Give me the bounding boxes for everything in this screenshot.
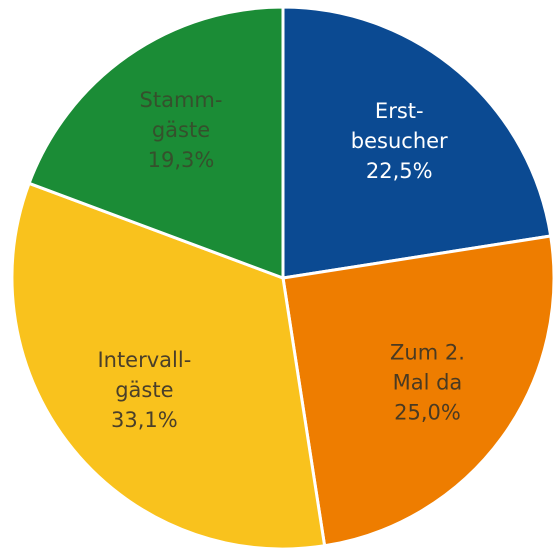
slice-label: besucher — [351, 129, 448, 153]
pie-slice — [10, 181, 327, 549]
slice-label: Mal da — [393, 370, 463, 394]
slice-label: gäste — [115, 378, 173, 402]
pie-slice — [281, 5, 553, 280]
pie-slice — [281, 234, 553, 548]
slice-label: Intervall- — [97, 348, 191, 372]
value-label: 25,0% — [394, 400, 461, 424]
slice-label: gäste — [152, 118, 210, 142]
value-label: 22,5% — [366, 159, 433, 183]
value-label: 33,1% — [111, 408, 178, 432]
slice-label: Zum 2. — [390, 340, 465, 364]
value-label: 19,3% — [148, 148, 215, 172]
slice-label: Stamm- — [140, 88, 223, 112]
slice-label: Erst- — [375, 99, 424, 123]
pie-slice — [27, 5, 285, 281]
